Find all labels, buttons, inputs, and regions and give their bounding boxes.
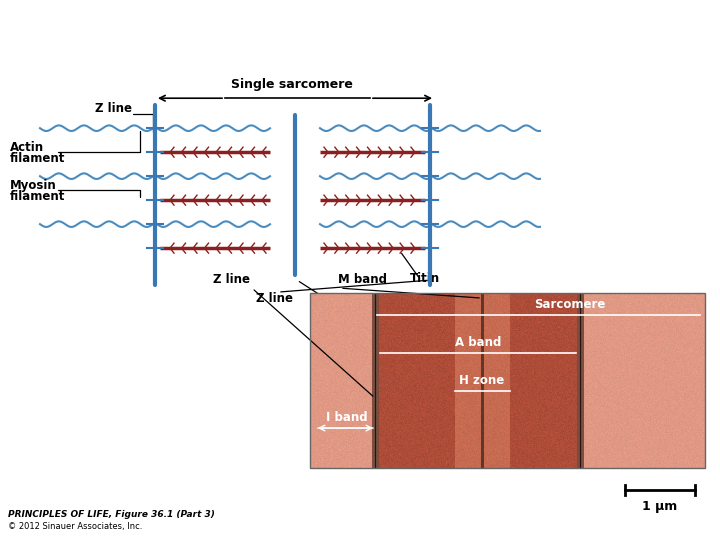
Text: Single sarcomere: Single sarcomere: [231, 78, 353, 91]
Text: I band: I band: [326, 411, 368, 424]
Text: Actin: Actin: [10, 141, 44, 154]
Text: M band: M band: [338, 273, 387, 286]
Text: A band: A band: [455, 336, 501, 349]
Text: M band: M band: [322, 298, 371, 311]
Text: Z line: Z line: [213, 273, 250, 286]
Text: PRINCIPLES OF LIFE, Figure 36.1 (Part 3): PRINCIPLES OF LIFE, Figure 36.1 (Part 3): [8, 510, 215, 519]
Text: 1 μm: 1 μm: [642, 500, 678, 513]
Text: Myosin: Myosin: [10, 179, 57, 192]
Text: © 2012 Sinauer Associates, Inc.: © 2012 Sinauer Associates, Inc.: [8, 522, 143, 531]
Text: filament: filament: [10, 152, 66, 165]
Text: Z line: Z line: [95, 102, 132, 114]
Text: Z line: Z line: [256, 292, 293, 305]
Text: Titin: Titin: [410, 272, 440, 285]
Text: H zone: H zone: [459, 374, 505, 387]
Text: Figure 36.1  The Structure of Skeletal Muscle (Part 3): Figure 36.1 The Structure of Skeletal Mu…: [7, 8, 413, 23]
Text: filament: filament: [10, 190, 66, 202]
Text: Sarcomere: Sarcomere: [534, 298, 606, 311]
Bar: [310, 293, 705, 468]
